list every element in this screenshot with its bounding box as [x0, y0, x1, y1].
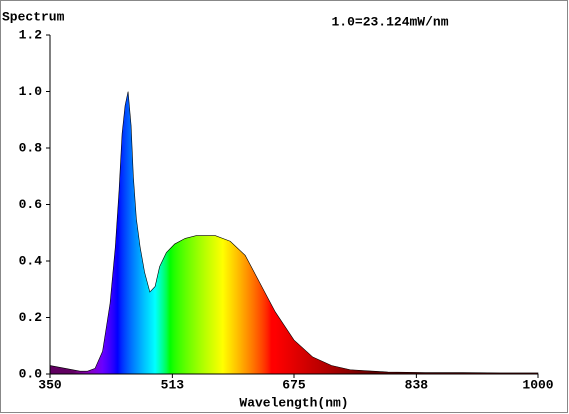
y-tick-label: 0.8: [19, 140, 43, 155]
x-tick-label: 675: [282, 377, 306, 392]
x-tick-label: 838: [405, 377, 429, 392]
chart-title: Spectrum: [2, 9, 65, 24]
y-tick-label: 1.2: [19, 27, 43, 42]
spectrum-area: [49, 91, 539, 375]
y-tick-label: 0.2: [19, 310, 43, 325]
y-tick-label: 0.4: [19, 253, 43, 268]
x-tick-label: 513: [161, 377, 185, 392]
x-axis-label: Wavelength(nm): [239, 395, 348, 410]
x-tick-label: 1000: [522, 377, 553, 392]
y-tick-label: 1.0: [19, 84, 43, 99]
x-tick-label: 350: [38, 377, 62, 392]
y-tick-label: 0.6: [19, 197, 43, 212]
y-tick-label: 0.0: [19, 366, 43, 381]
annotation: 1.0=23.124mW/nm: [331, 14, 448, 29]
